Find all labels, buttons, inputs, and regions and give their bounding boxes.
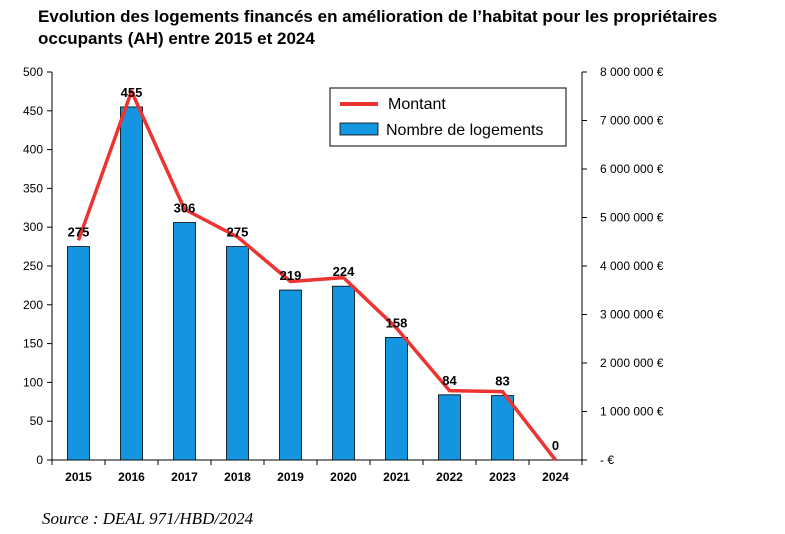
right-tick-label: 3 000 000 € <box>600 308 664 322</box>
bar-data-label: 84 <box>442 373 457 388</box>
legend-label-montant: Montant <box>388 96 446 113</box>
bar <box>173 222 196 461</box>
right-tick-label: 6 000 000 € <box>600 162 664 176</box>
right-tick-label: 2 000 000 € <box>600 356 664 370</box>
x-tick-label: 2024 <box>542 470 569 484</box>
bar <box>385 336 408 461</box>
left-tick-label: 0 <box>36 453 43 467</box>
right-tick-label: - € <box>600 453 614 467</box>
legend-box <box>329 87 567 147</box>
left-tick-label: 300 <box>23 220 43 234</box>
x-tick-label: 2021 <box>383 470 410 484</box>
bar <box>438 394 461 461</box>
line-series <box>76 89 557 462</box>
data-labels: 275 455 306 275 219 224 158 84 83 0 <box>68 85 559 453</box>
chart-axes: 0 50 100 150 200 250 300 350 400 450 500 - € 1 000 0… <box>23 65 664 484</box>
bar-series <box>67 106 514 461</box>
bar <box>67 246 90 461</box>
left-tick-label: 150 <box>23 337 43 351</box>
x-tick-label: 2015 <box>65 470 92 484</box>
x-tick-label: 2022 <box>436 470 463 484</box>
bar-data-label: 224 <box>333 264 355 279</box>
left-tick-label: 450 <box>23 104 43 118</box>
bar-data-label: 83 <box>495 374 509 389</box>
left-tick-label: 50 <box>30 414 44 428</box>
left-tick-label: 400 <box>23 143 43 157</box>
bar <box>491 395 514 461</box>
legend-label-logements: Nombre de logements <box>386 122 543 139</box>
bar-data-label: 219 <box>280 268 302 283</box>
bar <box>332 285 355 461</box>
bar-data-label: 275 <box>227 225 249 240</box>
left-tick-label: 500 <box>23 65 43 79</box>
bar <box>279 289 302 461</box>
x-tick-label: 2023 <box>489 470 516 484</box>
x-tick-label: 2020 <box>330 470 357 484</box>
source-note: Source : DEAL 971/HBD/2024 <box>42 509 254 528</box>
montant-line <box>76 89 557 462</box>
x-tick-label: 2016 <box>118 470 145 484</box>
left-tick-label: 350 <box>23 181 43 195</box>
legend: Montant Nombre de logements <box>329 87 567 147</box>
bar-data-label: 455 <box>121 85 143 100</box>
x-tick-label: 2019 <box>277 470 304 484</box>
right-tick-label: 5 000 000 € <box>600 211 664 225</box>
left-tick-label: 200 <box>23 298 43 312</box>
right-tick-label: 4 000 000 € <box>600 259 664 273</box>
bar-data-label: 158 <box>386 315 408 330</box>
bar-data-label: 275 <box>68 225 90 240</box>
bar <box>120 106 143 461</box>
x-tick-label: 2018 <box>224 470 251 484</box>
bar <box>226 246 249 461</box>
right-tick-label: 1 000 000 € <box>600 405 664 419</box>
left-tick-label: 250 <box>23 259 43 273</box>
legend-bar-swatch <box>339 122 379 136</box>
right-tick-label: 7 000 000 € <box>600 114 664 128</box>
left-tick-label: 100 <box>23 375 43 389</box>
x-tick-label: 2017 <box>171 470 198 484</box>
bar-data-label: 0 <box>552 438 559 453</box>
bar-data-label: 306 <box>174 201 196 216</box>
chart-title: Evolution des logements financés en amél… <box>38 7 718 48</box>
right-tick-label: 8 000 000 € <box>600 65 664 79</box>
